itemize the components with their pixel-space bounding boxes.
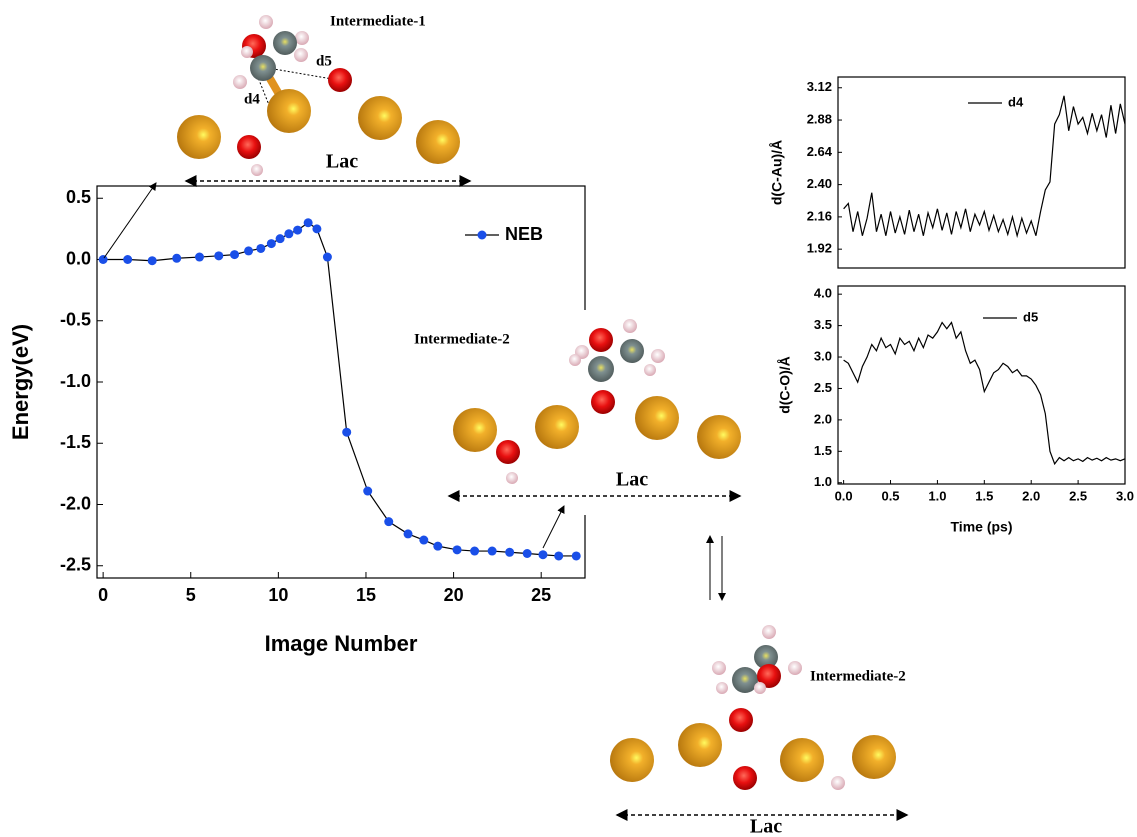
structure-1: Intermediate-1 d5 d4 Lac — [177, 13, 470, 181]
y-tick-label: 2.16 — [807, 208, 832, 223]
x-tick-label: 3.0 — [1116, 488, 1134, 503]
y-tick-label: 1.92 — [807, 241, 832, 256]
data-point — [123, 255, 132, 264]
y-tick-label: 3.0 — [814, 348, 832, 363]
x-tick-label: 25 — [531, 585, 551, 605]
surface-label: Lac — [326, 151, 358, 173]
structure-label: Intermediate-2 — [810, 668, 906, 684]
data-point — [267, 239, 276, 248]
y-tick-label: 2.5 — [814, 380, 832, 395]
data-point — [304, 218, 313, 227]
y-tick-label: -1.0 — [60, 371, 91, 391]
data-point — [256, 244, 265, 253]
x-tick-label: 2.0 — [1022, 488, 1040, 503]
x-tick-label: 0.0 — [835, 488, 853, 503]
legend-marker — [478, 231, 487, 240]
y-axis-label: d(C-Au)/Å — [769, 140, 785, 205]
x-tick-label: 10 — [268, 585, 288, 605]
data-point — [488, 547, 497, 556]
data-point — [148, 256, 157, 265]
structure-label: Intermediate-2 — [414, 331, 510, 347]
surface-label: Lac — [616, 469, 648, 491]
surface-label: Lac — [750, 816, 782, 837]
x-tick-label: 0.5 — [881, 488, 899, 503]
y-axis-label: d(C-O)/Å — [777, 356, 793, 414]
data-point — [419, 536, 428, 545]
distance-label: d5 — [316, 53, 332, 69]
data-point — [384, 517, 393, 526]
data-point — [470, 547, 479, 556]
data-point — [312, 224, 321, 233]
series-line — [844, 96, 1125, 236]
y-tick-label: 2.40 — [807, 176, 832, 191]
x-tick-label: 2.5 — [1069, 488, 1087, 503]
x-axis-label: Time (ps) — [951, 519, 1013, 535]
data-point — [505, 548, 514, 557]
structure-2: Intermediate-2 Lac — [414, 310, 752, 515]
figure: 0.5 0.0 -0.5 -1.0 -1.5 -2.0 -2.5 0 5 10 15 20 25 Imag… — [0, 0, 1137, 837]
data-point — [523, 549, 532, 558]
data-point — [453, 545, 462, 554]
x-tick-label: 1.5 — [975, 488, 993, 503]
y-tick-label: 4.0 — [814, 286, 832, 301]
data-point — [293, 226, 302, 235]
y-tick-label: 3.5 — [814, 317, 832, 332]
x-tick-label: 20 — [444, 585, 464, 605]
structure-3: Intermediate-2 Lac — [610, 625, 907, 837]
data-point — [99, 255, 108, 264]
y-tick-label: 0.5 — [66, 187, 91, 207]
data-point — [214, 251, 223, 260]
data-point — [363, 487, 372, 496]
distance-label: d4 — [244, 91, 260, 107]
data-point — [172, 254, 181, 263]
data-point — [244, 246, 253, 255]
y-tick-label: 3.12 — [807, 79, 832, 94]
data-point — [195, 253, 204, 262]
arrow — [104, 183, 156, 258]
y-tick-label: -2.5 — [60, 555, 91, 575]
y-tick-label: 2.0 — [814, 411, 832, 426]
y-tick-label: 2.64 — [807, 144, 833, 159]
x-axis-label: Image Number — [265, 631, 418, 656]
y-tick-label: -0.5 — [60, 310, 91, 330]
x-tick-label: 5 — [186, 585, 196, 605]
plot-frame — [838, 77, 1125, 268]
data-point — [276, 234, 285, 243]
legend-label: d4 — [1008, 94, 1024, 109]
data-point — [230, 250, 239, 259]
y-tick-label: 1.5 — [814, 443, 832, 458]
y-tick-label: 1.0 — [814, 474, 832, 489]
x-tick-label: 1.0 — [928, 488, 946, 503]
data-point — [284, 229, 293, 238]
structure-label: Intermediate-1 — [330, 13, 426, 29]
y-axis-label: Energy(eV) — [8, 324, 33, 440]
data-point — [323, 253, 332, 262]
x-tick-label: 15 — [356, 585, 376, 605]
y-tick-label: -1.5 — [60, 432, 91, 452]
data-point — [538, 550, 547, 559]
plot-frame — [838, 286, 1125, 484]
data-point — [342, 428, 351, 437]
data-point — [404, 529, 413, 538]
y-tick-label: 0.0 — [66, 248, 91, 268]
legend-label: d5 — [1023, 309, 1038, 324]
series-line — [844, 322, 1125, 463]
y-tick-label: 2.88 — [807, 111, 832, 126]
data-point — [572, 551, 581, 560]
y-tick-label: -2.0 — [60, 493, 91, 513]
x-tick-label: 0 — [98, 585, 108, 605]
data-point — [554, 551, 563, 560]
data-point — [433, 542, 442, 551]
legend-label: NEB — [505, 224, 543, 244]
